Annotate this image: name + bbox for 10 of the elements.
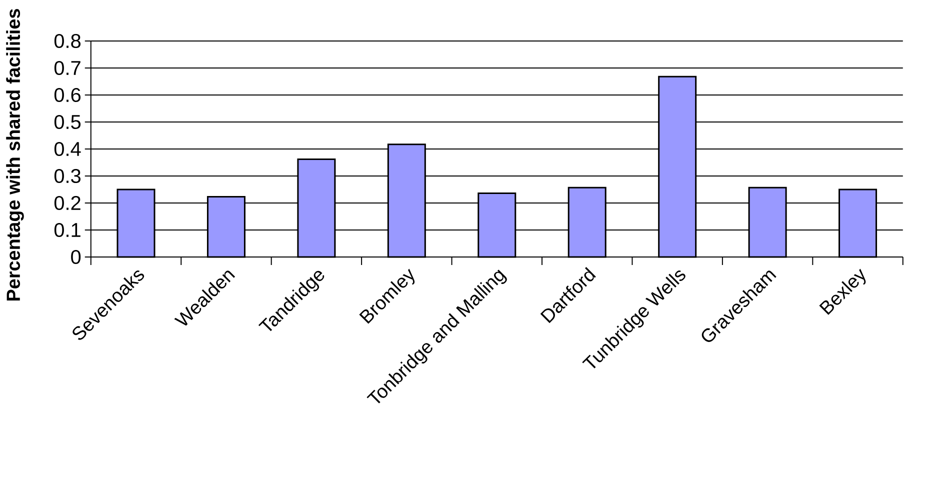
y-tick-label: 0.5 [54, 114, 81, 130]
y-tick-label: 0.6 [54, 88, 80, 102]
y-tick-label: 0.2 [54, 196, 80, 210]
y-tick-label: 0.7 [54, 60, 80, 76]
y-tick-label: 0.8 [54, 34, 81, 48]
y-tick-label: 0.1 [54, 222, 80, 238]
y-tick-label: 0.4 [54, 142, 81, 156]
y-tick-label: 0.3 [54, 168, 80, 184]
y-tick-label: 0 [71, 250, 81, 264]
y-axis-title: Percentage with shared facilities [6, 9, 24, 300]
